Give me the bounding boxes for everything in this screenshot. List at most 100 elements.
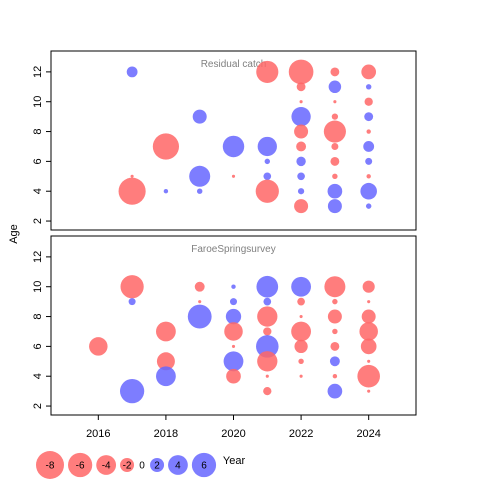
bubble [255, 179, 279, 203]
y-tick-label: 10 [32, 281, 44, 293]
y-tick-label: 6 [32, 158, 44, 164]
bubble [365, 84, 372, 90]
bubble [299, 314, 303, 319]
y-tick-label: 12 [32, 251, 44, 263]
x-tick-label: 2016 [86, 428, 110, 440]
legend: -8 -6 -4 -2 0 2 4 6 [36, 451, 217, 479]
legend-item: -8 [36, 451, 64, 479]
bubble [256, 60, 279, 83]
bubble [330, 67, 340, 77]
bubble [330, 341, 340, 351]
bubble [294, 199, 309, 214]
x-tick-label: 2024 [356, 428, 380, 440]
bubble [297, 172, 305, 181]
bubble [119, 379, 145, 404]
bubble [323, 120, 346, 143]
y-tick-label: 6 [32, 343, 44, 349]
bubble [367, 389, 371, 393]
bubble [327, 383, 343, 399]
bubble [265, 374, 269, 378]
y-tick-label: 10 [32, 96, 44, 108]
bubble [361, 309, 376, 324]
bubble [364, 97, 373, 106]
bubble [120, 275, 144, 299]
bubble [196, 188, 203, 194]
bubble [298, 358, 304, 365]
panel-1: Residual catch 2 4 6 8 10 12 [32, 50, 417, 231]
bubble [130, 174, 134, 178]
bubble [288, 59, 314, 85]
bubble [189, 165, 211, 187]
bubble [156, 352, 175, 371]
bubble [362, 280, 375, 293]
bubble [231, 344, 236, 348]
legend-label: 0 [139, 461, 145, 472]
bubble [263, 297, 272, 306]
legend-label: -6 [76, 461, 85, 472]
bubble [152, 133, 180, 160]
bubble [367, 359, 371, 363]
legend-bubble [68, 452, 93, 478]
bubble [299, 374, 303, 378]
bubble [257, 351, 278, 372]
bubble [331, 142, 339, 150]
bubble [192, 109, 207, 124]
bubble [264, 158, 271, 165]
bubble [128, 298, 136, 306]
panel-title: Residual catch [201, 59, 267, 70]
x-tick-label: 2020 [221, 428, 245, 440]
legend-label: -8 [46, 461, 55, 472]
panel-frame [50, 50, 417, 231]
bubble [357, 364, 380, 388]
x-axis-label: Year [223, 455, 246, 467]
bubble [224, 322, 243, 341]
bubble [332, 298, 338, 305]
legend-bubble [150, 458, 165, 472]
legend-item: -2 [120, 458, 135, 472]
bubble [360, 338, 377, 355]
bubble [231, 174, 236, 178]
legend-bubble [96, 455, 117, 475]
x-tick-label: 2018 [154, 428, 178, 440]
bubble [327, 183, 343, 199]
bubble [296, 141, 307, 152]
bubble [332, 328, 338, 335]
bubble [328, 80, 342, 94]
bubble [226, 368, 241, 384]
bubble [156, 321, 176, 342]
y-tick-label: 8 [32, 128, 44, 134]
bubble [230, 298, 237, 306]
bubble [363, 141, 375, 152]
legend-bubble [36, 451, 64, 479]
bubble [297, 188, 305, 195]
bubble [361, 64, 377, 80]
bubble [332, 173, 338, 180]
bubble [222, 135, 245, 158]
legend-label: 2 [154, 461, 160, 472]
bubble [329, 356, 340, 367]
bubble [256, 335, 279, 358]
legend-item: 2 [150, 458, 165, 472]
bubble [330, 156, 340, 166]
bubble [223, 351, 244, 372]
bubble [257, 306, 278, 327]
bubble [296, 82, 306, 92]
bubble [187, 304, 212, 329]
bubble [327, 309, 342, 324]
legend-bubble [191, 452, 217, 478]
bubble [291, 106, 311, 127]
bubble [194, 281, 205, 292]
bubble [327, 199, 342, 214]
bubble [256, 275, 279, 298]
y-tick-label: 4 [32, 188, 44, 194]
legend-bubble [120, 458, 135, 472]
bubble [364, 112, 374, 122]
bubble [198, 300, 202, 304]
bubble [331, 113, 339, 120]
legend-bubble [168, 455, 188, 475]
bubble [263, 172, 272, 181]
legend-item: 6 [191, 452, 217, 478]
legend-item: 0 [139, 461, 145, 472]
bubble [294, 124, 309, 139]
